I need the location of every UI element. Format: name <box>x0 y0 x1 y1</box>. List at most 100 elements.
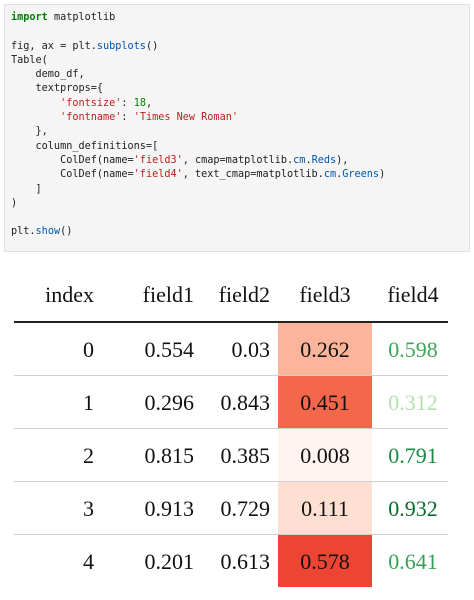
code-line: plt.show() <box>11 226 72 237</box>
code-token: ) <box>11 197 18 209</box>
cell-field4: 0.598 <box>388 337 438 362</box>
code-token: () <box>145 40 159 52</box>
cell-field3: 0.262 <box>300 337 350 362</box>
table-row: 1 0.296 0.843 0.451 0.312 <box>14 376 448 429</box>
code-token: ] <box>11 183 42 195</box>
header-field3: field3 <box>299 282 351 307</box>
code-token: : <box>121 97 134 109</box>
table-header-row: index field1 field2 field3 field4 <box>14 270 448 320</box>
code-token: . <box>305 154 312 166</box>
code-token: cm <box>323 169 337 181</box>
cell-field1: 0.554 <box>144 337 195 362</box>
code-token: textprops={ <box>11 83 104 95</box>
row-divider <box>14 481 448 482</box>
cell-field2: 0.385 <box>220 443 271 468</box>
table-row: 0 0.554 0.03 0.262 0.598 <box>14 323 448 376</box>
cell-field3: 0.111 <box>301 496 349 521</box>
header-divider <box>14 321 448 323</box>
code-token: , <box>145 97 153 109</box>
cell-field1: 0.296 <box>144 390 195 415</box>
cell-field2: 0.03 <box>231 337 271 362</box>
row-divider <box>14 428 448 429</box>
code-line: demo_df, <box>11 69 85 80</box>
field3-heat-cell <box>278 323 372 375</box>
code-token: matplotlib <box>47 12 116 23</box>
table-row: 4 0.201 0.613 0.578 0.641 <box>14 535 448 588</box>
row-divider <box>14 375 448 376</box>
code-token: 'field3' <box>133 154 183 166</box>
code-token: Reds <box>311 154 337 166</box>
code-line: import matplotlib <box>11 12 115 23</box>
code-token: : <box>121 112 134 124</box>
cell-field2: 0.843 <box>220 390 271 415</box>
code-token: 'fontsize' <box>60 97 122 109</box>
table-row: 2 0.815 0.385 0.008 0.791 <box>14 429 448 482</box>
code-token <box>11 98 60 109</box>
cell-field2: 0.729 <box>220 496 271 521</box>
field3-heat-cell <box>278 429 372 481</box>
code-token: ) <box>379 169 386 181</box>
cell-index: 3 <box>83 496 94 521</box>
code-line: ] <box>11 184 42 195</box>
cell-index: 0 <box>83 337 94 362</box>
cell-index: 4 <box>83 549 94 574</box>
code-token: . <box>336 169 343 181</box>
table-row: 3 0.913 0.729 0.111 0.932 <box>14 482 448 535</box>
code-token: 'Times New Roman' <box>133 112 238 124</box>
code-token: ColDef(name= <box>11 169 134 181</box>
code-token: ColDef(name= <box>11 154 134 166</box>
code-token: show <box>35 226 61 238</box>
code-token: demo_df, <box>11 69 85 81</box>
code-token: 'field4' <box>133 169 183 181</box>
code-line: ) <box>11 198 17 209</box>
cell-field4: 0.641 <box>388 549 438 574</box>
code-token: import <box>11 12 48 23</box>
code-token: ), <box>336 154 349 166</box>
cell-field4: 0.312 <box>388 390 438 415</box>
field3-heat-cell <box>278 482 372 534</box>
code-token: }, <box>11 126 48 138</box>
cell-index: 2 <box>83 443 94 468</box>
code-line: ColDef(name='field3', cmap=matplotlib.cm… <box>11 155 348 166</box>
cell-field1: 0.201 <box>144 549 195 574</box>
code-token: fig, ax = plt. <box>11 40 97 52</box>
header-field1: field1 <box>142 282 194 307</box>
field3-heat-cell <box>278 535 372 587</box>
header-field4: field4 <box>387 282 439 307</box>
code-token: cm <box>293 154 306 166</box>
code-line: column_definitions=[ <box>11 140 159 152</box>
code-line: 'fontsize': 18, <box>11 98 152 109</box>
code-line: ColDef(name='field4', text_cmap=matplotl… <box>11 169 385 180</box>
code-token: , text_cmap=matplotlib. <box>182 169 324 181</box>
styled-table: index field1 field2 field3 field4 0 0.55… <box>14 270 448 592</box>
code-block: import matplotlib fig, ax = plt.subplots… <box>11 11 463 240</box>
code-cell[interactable]: import matplotlib fig, ax = plt.subplots… <box>4 4 470 252</box>
row-divider <box>14 534 448 535</box>
code-token: () <box>60 226 73 238</box>
header-field2: field2 <box>218 282 270 307</box>
code-token: Greens <box>342 169 380 181</box>
header-index: index <box>45 282 94 307</box>
code-line: Table( <box>11 55 48 66</box>
cell-field3: 0.008 <box>300 443 350 468</box>
code-token: , cmap=matplotlib. <box>182 154 294 166</box>
cell-field3: 0.451 <box>300 390 350 415</box>
cell-field2: 0.613 <box>220 549 271 574</box>
code-token <box>11 112 60 123</box>
code-line: textprops={ <box>11 83 103 94</box>
code-token: subplots <box>96 40 146 52</box>
cell-field4: 0.932 <box>388 496 438 521</box>
code-token: Table( <box>11 54 48 66</box>
field3-heat-cell <box>278 376 372 428</box>
code-token: column_definitions=[ <box>11 140 159 152</box>
cell-field3: 0.578 <box>300 549 350 574</box>
code-token: plt. <box>11 226 36 238</box>
code-token: 'fontname' <box>60 112 122 124</box>
cell-field1: 0.913 <box>144 496 195 521</box>
code-line: fig, ax = plt.subplots() <box>11 41 158 52</box>
code-line: 'fontname': 'Times New Roman' <box>11 112 238 123</box>
cell-field4: 0.791 <box>388 443 438 468</box>
code-line: }, <box>11 126 48 137</box>
code-token: 18 <box>133 97 146 109</box>
cell-index: 1 <box>83 390 94 415</box>
